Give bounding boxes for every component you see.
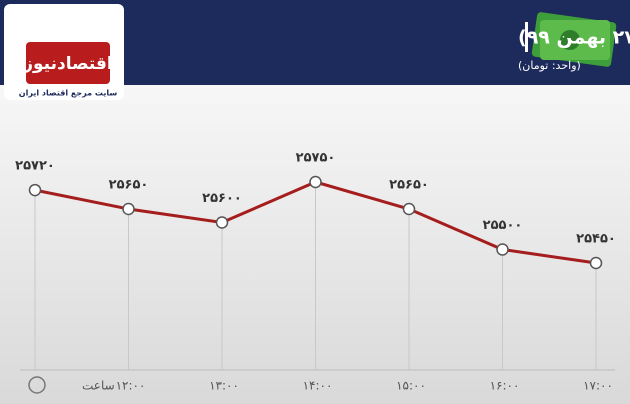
logo-name: اقتصادنیوز (22, 54, 113, 74)
value-label: ۲۵۶۵۰ (109, 178, 149, 193)
x-axis-label: ساعت (82, 379, 115, 393)
x-tick-label: ۱۲:۰۰ (116, 379, 146, 393)
point (589, 256, 603, 270)
point (28, 183, 42, 197)
point (215, 216, 229, 229)
point (402, 202, 416, 216)
money-icon (560, 30, 580, 50)
value-label: ۲۵۶۵۰ (389, 178, 429, 193)
value-label: ۲۵۵۰۰ (483, 218, 523, 233)
value-label: ۲۵۴۵۰ (576, 232, 616, 247)
value-label: ۲۵۷۵۰ (296, 151, 336, 166)
clock-icon (28, 376, 46, 394)
title-bar (525, 22, 528, 52)
value-label: ۲۵۶۰۰ (202, 191, 242, 206)
x-tick-label: ۱۴:۰۰ (303, 379, 333, 393)
logo-mark (26, 42, 110, 84)
x-tick-label: ۱۳:۰۰ (209, 379, 239, 393)
chart-subtitle: (واحد: تومان) (518, 59, 581, 72)
x-tick-label: ۱۵:۰۰ (396, 379, 426, 393)
logo-tagline: سایت مرجع اقتصاد ایران (19, 89, 118, 98)
point (122, 202, 135, 216)
chart-title: روند بهای دلار (دوشنبه ۲۷ بهمن ۹۹) (518, 27, 630, 49)
point (496, 243, 509, 256)
x-tick-label: ۱۷:۰۰ (583, 379, 613, 393)
value-label: ۲۵۷۲۰ (15, 159, 55, 174)
x-tick-label: ۱۶:۰۰ (490, 379, 520, 393)
point (309, 175, 322, 189)
